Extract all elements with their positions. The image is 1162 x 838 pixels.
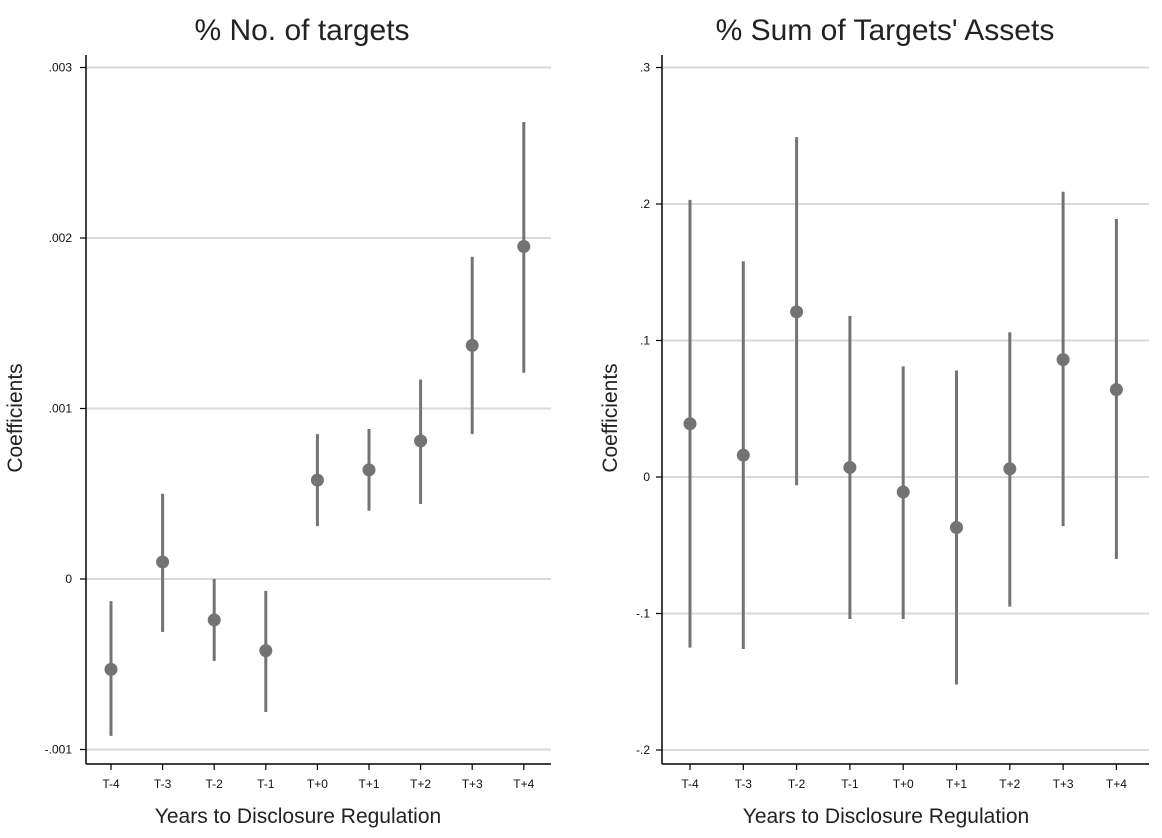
x-tick-label: T+3 xyxy=(462,777,483,791)
coefficient-point xyxy=(259,644,273,658)
coefficient-point xyxy=(843,460,857,474)
x-tick-label: T-1 xyxy=(257,777,275,791)
coefficient-point xyxy=(310,473,324,487)
coefficient-point xyxy=(414,434,428,448)
x-tick-label: T-2 xyxy=(788,777,806,791)
coefficient-point xyxy=(104,662,118,676)
coefficient-point xyxy=(1003,462,1017,476)
x-tick-label: T+1 xyxy=(358,777,379,791)
left-panel: -.001 0 .001 .002 .003 T-4 T-3 T-2 T-1 T+0 T+1 T+2 T… xyxy=(4,14,551,828)
coefficient-point xyxy=(790,305,804,319)
x-tick-label: T+3 xyxy=(1053,777,1074,791)
y-tick-label: -.1 xyxy=(636,607,650,621)
panel-title: % Sum of Targets' Assets xyxy=(716,14,1055,47)
coefficient-point xyxy=(950,521,963,535)
coefficient-point xyxy=(465,338,479,352)
x-tick-label: T+2 xyxy=(410,777,431,791)
y-tick-label: .003 xyxy=(49,61,73,75)
x-axis-label: Years to Disclosure Regulation xyxy=(155,805,441,828)
y-tick-label: .3 xyxy=(640,61,650,75)
coefficient-point xyxy=(736,448,750,462)
y-tick-label: 0 xyxy=(643,470,650,484)
coefficient-point xyxy=(1056,353,1070,367)
coefficient-point xyxy=(517,240,531,254)
x-tick-label: T+4 xyxy=(1106,777,1127,791)
y-tick-label: -.2 xyxy=(636,743,650,757)
y-tick-label: .1 xyxy=(640,334,650,348)
x-tick-label: T-1 xyxy=(841,777,859,791)
coefficient-point xyxy=(896,485,910,499)
x-tick-label: T-3 xyxy=(735,777,753,791)
y-tick-label: .2 xyxy=(640,197,650,211)
x-tick-label: T-2 xyxy=(206,777,224,791)
y-axis-label: Coefficients xyxy=(599,363,622,472)
x-tick-label: T-3 xyxy=(154,777,172,791)
right-panel: -.2 -.1 0 .1 .2 .3 T-4 T-3 T-2 T-1 T+0 T+1 T+2 T+3 T+4… xyxy=(599,14,1149,828)
panel-title: % No. of targets xyxy=(194,14,409,47)
coefficient-point xyxy=(362,463,376,477)
x-tick-label: T+2 xyxy=(999,777,1020,791)
x-tick-label: T-4 xyxy=(102,777,120,791)
x-tick-label: T+0 xyxy=(893,777,914,791)
x-tick-label: T+4 xyxy=(513,777,534,791)
coefficient-point xyxy=(207,613,221,627)
coefficient-point xyxy=(156,555,170,569)
y-tick-label: .001 xyxy=(49,402,73,416)
coefficient-point xyxy=(1109,383,1123,397)
y-axis-label: Coefficients xyxy=(4,363,27,472)
x-tick-label: T-4 xyxy=(681,777,699,791)
y-tick-label: 0 xyxy=(65,572,72,586)
y-tick-label: -.001 xyxy=(45,743,73,757)
y-tick-label: .002 xyxy=(49,231,73,245)
coefficient-point xyxy=(683,417,697,431)
x-tick-label: T+1 xyxy=(946,777,967,791)
x-tick-label: T+0 xyxy=(307,777,328,791)
x-axis-label: Years to Disclosure Regulation xyxy=(743,805,1029,828)
